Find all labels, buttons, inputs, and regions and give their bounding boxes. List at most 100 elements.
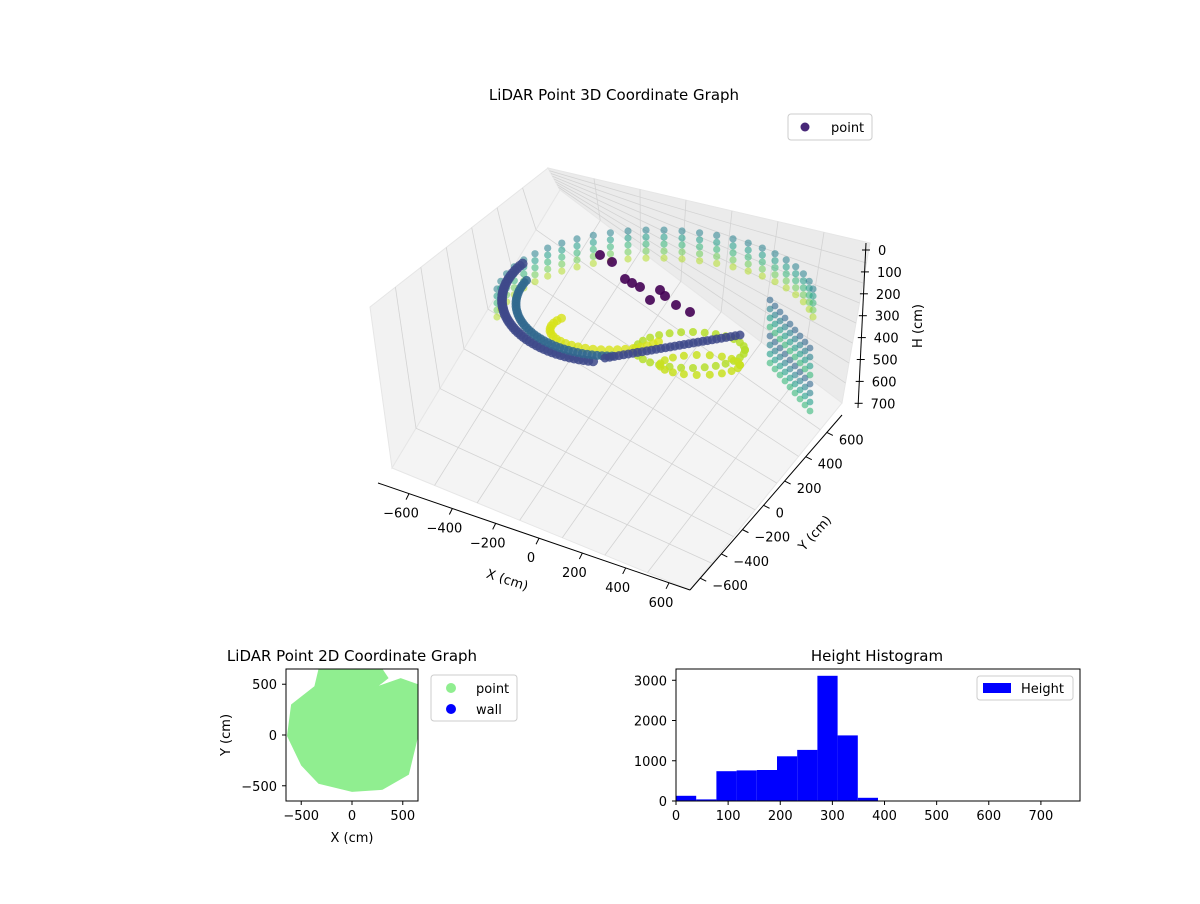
x-tick-label: 600 (649, 596, 674, 611)
cloud-point (807, 408, 814, 415)
cloud-point (771, 271, 778, 278)
cloud-point (624, 248, 631, 255)
x-tick-label-hist: 700 (1028, 809, 1053, 824)
cloud-point (701, 329, 709, 337)
cloud-point (660, 227, 667, 234)
cloud-point (696, 243, 703, 250)
cloud-point (680, 352, 688, 360)
cloud-point (783, 270, 790, 277)
y-tick-label-hist: 1000 (634, 755, 667, 770)
cloud-point (745, 247, 752, 254)
y-tick-mark (700, 578, 706, 581)
cloud-point (807, 363, 814, 370)
cloud-point (713, 260, 720, 267)
x-tick-mark (449, 509, 452, 515)
cloud-point (745, 240, 752, 247)
legend-2d-point-label: point (476, 682, 509, 697)
cloud-point (706, 371, 714, 379)
z-tick-label: 400 (874, 332, 899, 347)
y-tick-label-hist: 0 (659, 795, 667, 810)
y-tick-mark (806, 457, 812, 460)
cloud-point (807, 345, 814, 352)
x-tick-label-hist: 0 (672, 809, 680, 824)
y-tick-label: 600 (839, 433, 864, 448)
legend-3d-marker (801, 123, 810, 132)
x-tick-label: 400 (605, 581, 630, 596)
z-tick-label: 100 (877, 266, 902, 281)
cloud-point (792, 270, 799, 277)
histogram-bar (797, 750, 817, 801)
cloud-point (783, 256, 790, 263)
histogram-bar (757, 770, 777, 801)
cloud-point (759, 259, 766, 266)
cloud-point (736, 361, 744, 369)
cloud-point (669, 368, 677, 376)
cloud-point (792, 327, 799, 334)
cloud-point (783, 263, 790, 270)
cloud-point (522, 276, 531, 285)
cloud-point (645, 295, 655, 305)
cloud-point (689, 328, 697, 336)
z-tick-label: 500 (873, 354, 898, 369)
cloud-point (696, 229, 703, 236)
x-tick-label-hist: 100 (716, 809, 741, 824)
x-tick-label-hist: 200 (768, 809, 793, 824)
cloud-point (661, 356, 669, 364)
y-tick-mark (764, 505, 770, 508)
y-tick-mark (785, 481, 791, 484)
histogram-bar (817, 676, 837, 801)
cloud-point (544, 245, 551, 252)
histogram-bar (838, 735, 858, 801)
cloud-point (531, 278, 538, 285)
cloud-point (802, 339, 809, 346)
y-axis-label: Y (cm) (795, 513, 835, 555)
cloud-point (607, 250, 614, 257)
cloud-point (741, 346, 749, 354)
y-tick-label: 0 (776, 506, 784, 521)
cloud-point (745, 261, 752, 268)
cloud-point (809, 299, 816, 306)
cloud-point (558, 268, 565, 275)
cloud-point (544, 259, 551, 266)
y-tick-label: 400 (818, 458, 843, 473)
cloud-point (759, 266, 766, 273)
cloud-point (718, 369, 726, 377)
legend-hist-label: Height (1021, 682, 1064, 697)
cloud-point (624, 234, 631, 241)
legend-2d-wall-marker (446, 704, 456, 714)
y-tick-label-2d: 0 (269, 729, 277, 744)
y-tick-label: 200 (797, 482, 822, 497)
cloud-point (573, 263, 580, 270)
x-tick-mark (579, 553, 582, 559)
cloud-point (783, 277, 790, 284)
legend-2d: point wall (431, 675, 517, 721)
cloud-point (678, 255, 685, 262)
cloud-point (728, 367, 736, 375)
cloud-point (590, 246, 597, 253)
cloud-point (573, 256, 580, 263)
cloud-point (809, 292, 816, 299)
x-axis-label: X (cm) (484, 567, 530, 595)
cloud-point (558, 247, 565, 254)
cloud-point (558, 254, 565, 261)
cloud-point (590, 232, 597, 239)
legend-hist: Height (977, 676, 1073, 700)
cloud-point (713, 239, 720, 246)
cloud-point (671, 300, 681, 310)
cloud-point (642, 234, 649, 241)
x-tick-mark (406, 494, 409, 500)
y-tick-label-hist: 2000 (634, 715, 667, 730)
cloud-point (607, 243, 614, 250)
cloud-point (666, 329, 674, 337)
z-tick-label: 600 (872, 375, 897, 390)
cloud-point (809, 313, 816, 320)
cloud-point (809, 285, 816, 292)
cloud-point (590, 239, 597, 246)
y-tick-mark (721, 554, 727, 557)
cloud-point (531, 271, 538, 278)
cloud-point (678, 234, 685, 241)
cloud-point (660, 241, 667, 248)
